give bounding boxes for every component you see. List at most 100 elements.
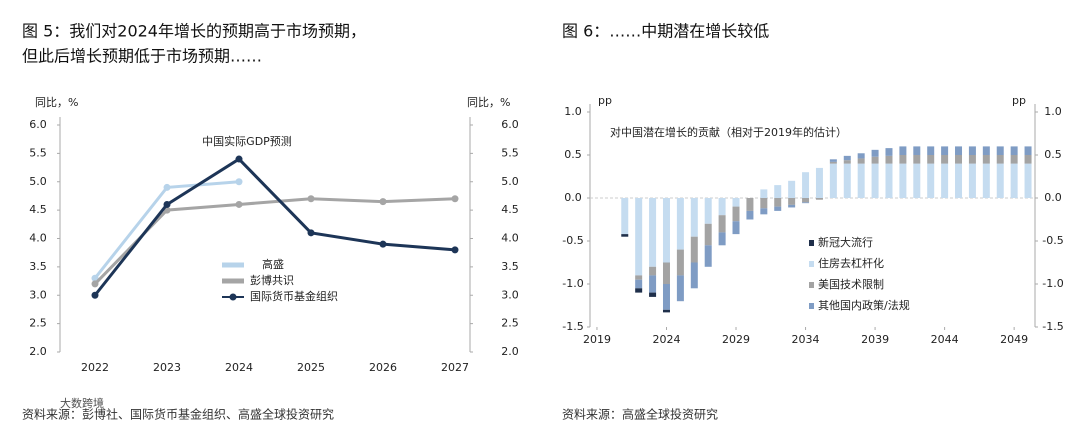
bar-segment (649, 198, 657, 267)
legend-label: 其他国内政策/法规 (818, 298, 910, 312)
annotation: 对中国潜在增长的贡献（相对于2019年的估计） (610, 125, 847, 139)
x-tick-label: 2027 (441, 361, 469, 374)
point (307, 195, 315, 203)
bar-segment (899, 163, 907, 198)
bar-segment (635, 275, 643, 280)
bar-segment (690, 262, 698, 289)
legend-swatch (809, 282, 814, 288)
x-tick-label: 2044 (931, 333, 959, 346)
bar-segment (802, 198, 810, 203)
bar-segment (982, 163, 990, 198)
bar-segment (955, 163, 963, 198)
y2-tick-label: 5.5 (501, 146, 519, 159)
bar-segment (941, 146, 949, 155)
legend-swatch (809, 303, 814, 309)
y-tick-label: 3.0 (29, 288, 47, 301)
bar-segment (732, 221, 740, 235)
y2-tick-label: 2.0 (501, 345, 519, 358)
bar-segment (1010, 155, 1018, 164)
bar-segment (662, 309, 670, 313)
bar-segment (802, 202, 810, 204)
x-tick-label: 2023 (153, 361, 181, 374)
y-tick-label: 3.5 (29, 260, 47, 273)
legend-label: 彭博共识 (250, 273, 294, 287)
x-tick-label: 2029 (722, 333, 750, 346)
y2-tick-label: 3.0 (501, 288, 519, 301)
y-tick-label: 4.5 (29, 203, 47, 216)
bar-segment (955, 146, 963, 155)
bar-segment (788, 180, 796, 198)
y2-tick-label: 2.5 (501, 317, 519, 330)
bar-segment (927, 146, 935, 155)
bar-segment (885, 163, 893, 198)
y-tick-label: 5.5 (29, 146, 47, 159)
legend-label: 住房去杠杆化 (818, 256, 884, 270)
bar-segment (635, 279, 643, 289)
bar-segment (704, 223, 712, 246)
bar-segment (941, 163, 949, 198)
bar-segment (913, 155, 921, 164)
y-tick-label: 0.0 (564, 191, 582, 204)
bar-segment (732, 198, 740, 207)
bar-segment (913, 163, 921, 198)
bar-segment (968, 163, 976, 198)
y2-tick-label: 6.0 (501, 118, 519, 131)
bar-segment (676, 275, 684, 302)
bar-segment (718, 215, 726, 233)
legend-label: 新冠大流行 (818, 235, 873, 249)
y2-tick-label: -1.5 (1042, 320, 1063, 333)
y2-tick-label: 4.0 (501, 232, 519, 245)
bar-segment (871, 156, 879, 164)
bar-segment (621, 234, 629, 237)
bar-segment (690, 198, 698, 237)
point (163, 183, 171, 191)
bar-segment (885, 148, 893, 156)
point (235, 178, 243, 186)
bar-segment (704, 245, 712, 267)
y-axis-label: 同比，% (35, 96, 78, 109)
bar-segment (746, 198, 754, 211)
bar-segment (1024, 155, 1032, 164)
bar-segment (690, 236, 698, 263)
y2-tick-label: 4.5 (501, 203, 519, 216)
x-tick-label: 2022 (81, 361, 109, 374)
legend-label: 高盛 (262, 257, 284, 271)
point (235, 200, 243, 208)
bar-segment (649, 292, 657, 297)
bar-segment (982, 146, 990, 155)
bar-segment (996, 163, 1004, 198)
bar-segment (774, 185, 782, 198)
y-tick-label: 0.5 (564, 148, 582, 161)
point (379, 198, 387, 206)
legend-marker (229, 293, 237, 301)
source: 资料来源：彭博社、国际货币基金组织、高盛全球投资研究 (22, 407, 334, 422)
bar-segment (676, 249, 684, 276)
bar-segment (899, 155, 907, 164)
y-tick-label: 6.0 (29, 118, 47, 131)
bar-segment (843, 163, 851, 198)
point (163, 200, 171, 208)
bar-segment (802, 172, 810, 198)
watermark: 大数跨境 (60, 396, 104, 410)
y-tick-label: 5.0 (29, 175, 47, 188)
series-line (93, 197, 456, 285)
bar-segment (829, 163, 837, 198)
bar-segment (621, 198, 629, 235)
point (307, 229, 315, 237)
y2-tick-label: 0.5 (1044, 148, 1062, 161)
bar-segment (815, 167, 823, 198)
bar-segment (857, 153, 865, 159)
bar-segment (843, 160, 851, 164)
bar-segment (635, 288, 643, 293)
bar-segment (885, 155, 893, 164)
point (235, 155, 243, 163)
source: 资料来源：高盛全球投资研究 (562, 407, 718, 422)
bar-segment (788, 204, 796, 208)
bar-segment (857, 158, 865, 164)
bar-segment (1024, 163, 1032, 198)
y-tick-label: -1.0 (562, 277, 583, 290)
y2-axis-label: 同比，% (467, 96, 510, 109)
y-axis-label: pp (598, 94, 612, 107)
bar-segment (899, 146, 907, 155)
y2-tick-label: -1.0 (1042, 277, 1063, 290)
